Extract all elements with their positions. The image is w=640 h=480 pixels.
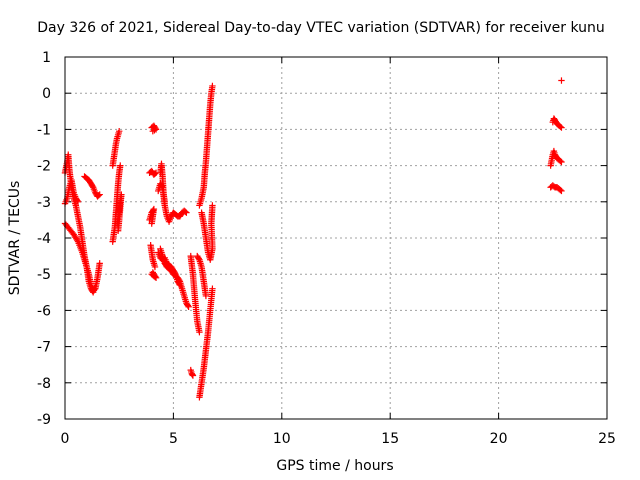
data-point: [117, 162, 124, 169]
y-axis-label: SDTVAR / TECUs: [7, 181, 23, 296]
data-point: [209, 285, 216, 292]
y-tick-label: -7: [37, 340, 51, 356]
data-point: [196, 328, 203, 336]
y-tick-label: -6: [37, 303, 51, 319]
data-point: [558, 187, 565, 195]
data-point: [92, 283, 99, 291]
data-point: [185, 303, 192, 310]
data-point: [151, 263, 159, 271]
y-tick-label: -8: [37, 376, 51, 392]
data-point: [195, 255, 202, 262]
data-point: [175, 280, 183, 288]
data-point: [558, 158, 565, 166]
data-point: [171, 269, 179, 277]
data-point: [189, 372, 197, 379]
data-point: [150, 270, 157, 277]
x-axis-label: GPS time / hours: [276, 458, 393, 474]
y-tick-label: -3: [37, 195, 51, 211]
grid-lines: [65, 57, 607, 419]
y-tick-label: -5: [37, 267, 51, 283]
data-point: [209, 202, 216, 209]
data-point: [114, 227, 122, 234]
data-point: [151, 170, 159, 177]
y-tick-label: -9: [37, 412, 51, 428]
data-point: [209, 82, 216, 90]
data-point: [202, 292, 210, 300]
data-point: [89, 182, 96, 190]
data-point: [96, 191, 103, 198]
plot-frame: [64, 56, 608, 420]
data-point: [116, 128, 123, 135]
x-tick-label: 20: [490, 431, 508, 447]
data-point: [95, 192, 102, 199]
x-tick-label: 10: [273, 431, 291, 447]
x-tick-label: 0: [61, 431, 70, 447]
data-point: [149, 269, 157, 276]
data-point: [161, 198, 168, 205]
y-tick-label: -1: [37, 122, 51, 138]
data-point: [557, 157, 564, 165]
data-point: [183, 209, 190, 216]
x-tick-label: 25: [598, 431, 616, 447]
data-points: [61, 77, 565, 401]
x-tick-label: 5: [169, 431, 178, 447]
data-point: [558, 77, 565, 84]
x-tick-label: 15: [381, 431, 399, 447]
y-tick-labels: -9 -8 -7 -6 -5 -4 -3 -2 -1 0 1: [37, 50, 51, 428]
data-point: [557, 123, 564, 130]
data-point: [149, 128, 157, 135]
data-point: [182, 208, 189, 215]
y-tick-label: 1: [42, 50, 51, 66]
data-point: [148, 220, 155, 227]
data-point: [558, 124, 565, 131]
data-point: [74, 198, 82, 205]
x-tick-labels: 0 5 10 15 20 25: [61, 431, 616, 447]
data-point: [184, 302, 192, 309]
y-tick-label: -4: [37, 231, 51, 247]
y-tick-label: 0: [42, 86, 51, 102]
chart-title: Day 326 of 2021, Sidereal Day-to-day VTE…: [37, 20, 605, 36]
data-point: [96, 260, 103, 267]
data-point: [557, 186, 564, 194]
y-tick-label: -2: [37, 159, 51, 175]
data-point: [74, 197, 81, 204]
data-point: [176, 281, 184, 289]
